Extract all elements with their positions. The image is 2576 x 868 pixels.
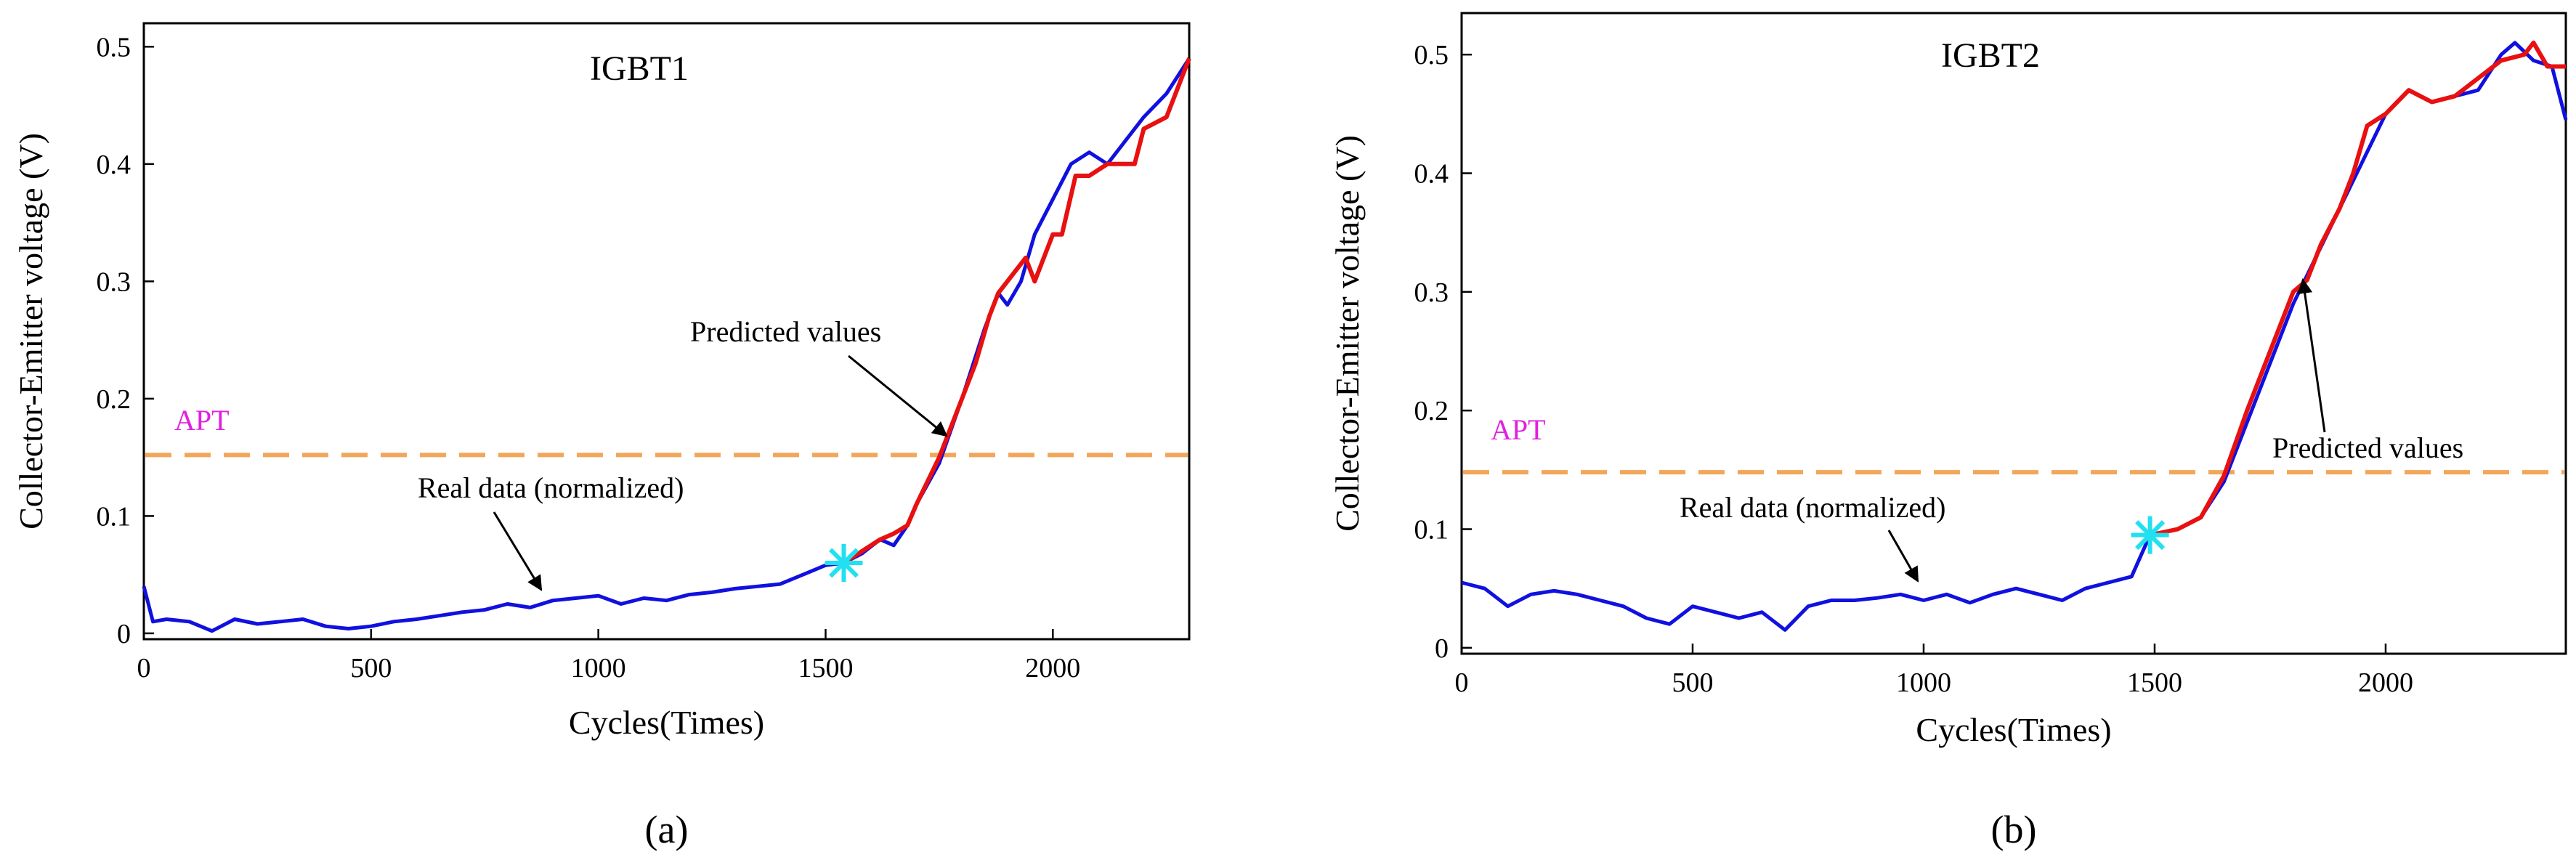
y-tick-label: 0.5 bbox=[97, 32, 131, 62]
annotation-arrow bbox=[848, 354, 948, 437]
prediction-start-marker bbox=[2131, 516, 2169, 554]
panel-label: (a) bbox=[645, 808, 689, 851]
x-tick-label: 2000 bbox=[1025, 653, 1080, 684]
x-tick-label: 1500 bbox=[2127, 668, 2182, 698]
plot-frame bbox=[1460, 12, 2567, 655]
plot-frame bbox=[142, 22, 1191, 641]
annotation-arrow bbox=[2297, 277, 2326, 433]
chart-panel-b: 0 500 1000 1500 2000 0 0.1 0.2 0.3 0.4 0.5 APT IGBT2… bbox=[1329, 12, 2568, 851]
x-tick-label: 500 bbox=[1672, 668, 1713, 698]
y-tick-label: 0.3 bbox=[1414, 277, 1449, 308]
x-tick-label: 500 bbox=[350, 653, 392, 684]
annotation-real-data: Real data (normalized) bbox=[1680, 491, 1945, 524]
annotation-predicted-values: Predicted values bbox=[2272, 431, 2463, 464]
x-axis-label: Cycles(Times) bbox=[569, 704, 764, 741]
panel-label: (b) bbox=[1991, 808, 2037, 851]
apt-label: APT bbox=[1491, 413, 1546, 446]
y-tick-label: 0.4 bbox=[1414, 159, 1449, 190]
series-real-data-line bbox=[142, 57, 1191, 633]
annotation-predicted-values: Predicted values bbox=[690, 315, 881, 348]
chart-title: IGBT2 bbox=[1941, 36, 2040, 75]
y-tick-label: 0.1 bbox=[97, 501, 131, 532]
x-tick-label: 0 bbox=[137, 653, 151, 684]
y-tick-label: 0.4 bbox=[97, 150, 131, 180]
x-tick-label: 2000 bbox=[2358, 668, 2413, 698]
prediction-start-marker bbox=[825, 544, 863, 583]
chart-panel-a: 0 500 1000 1500 2000 0 0.1 0.2 0.3 0.4 0.5 APT IGBT1… bbox=[12, 22, 1191, 851]
annotation-arrow bbox=[1887, 530, 1919, 583]
series-real-data-line bbox=[1461, 41, 2568, 632]
y-tick-label: 0.2 bbox=[97, 384, 131, 415]
y-tick-label: 0.2 bbox=[1414, 396, 1449, 426]
x-tick-label: 1000 bbox=[1896, 668, 1951, 698]
y-axis-label: Collector-Emitter voltage (V) bbox=[1329, 135, 1366, 532]
y-tick-label: 0.5 bbox=[1414, 40, 1449, 70]
y-tick-label: 0.1 bbox=[1414, 515, 1449, 545]
x-tick-label: 1000 bbox=[571, 653, 626, 684]
annotation-real-data: Real data (normalized) bbox=[418, 471, 684, 504]
y-tick-label: 0 bbox=[117, 619, 131, 649]
x-tick-label: 0 bbox=[1455, 668, 1469, 698]
y-tick-label: 0 bbox=[1435, 633, 1449, 664]
y-tick-label: 0.3 bbox=[97, 267, 131, 297]
annotation-arrow bbox=[493, 511, 543, 591]
x-axis-label: Cycles(Times) bbox=[1916, 711, 2111, 748]
y-axis-label: Collector-Emitter voltage (V) bbox=[12, 133, 49, 530]
apt-label: APT bbox=[174, 404, 230, 437]
x-tick-label: 1500 bbox=[798, 653, 853, 684]
series-predicted-line bbox=[2149, 40, 2566, 538]
chart-title: IGBT1 bbox=[590, 49, 689, 88]
series-predicted-line bbox=[842, 57, 1191, 565]
